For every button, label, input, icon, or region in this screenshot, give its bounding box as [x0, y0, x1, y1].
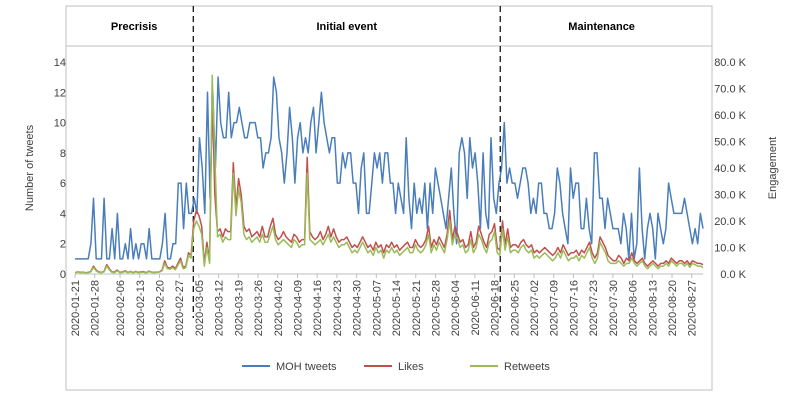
- y-right-tick-label: 50.0 K: [714, 137, 746, 149]
- x-tick-label-2020-01-28: 2020-01-28: [90, 280, 102, 336]
- x-tick-label-2020-04-09: 2020-04-09: [292, 280, 304, 336]
- x-tick-label-2020-07-02: 2020-07-02: [529, 280, 541, 336]
- series-line-retweets: [74, 74, 704, 274]
- x-tick-label-2020-02-06: 2020-02-06: [115, 280, 127, 336]
- x-tick-label-2020-05-14: 2020-05-14: [391, 280, 403, 336]
- y-left-axis-title: Number of tweets: [24, 124, 36, 211]
- legend-label-moh-tweets: MOH tweets: [276, 361, 337, 373]
- x-tick-label-2020-05-28: 2020-05-28: [430, 280, 442, 336]
- x-tick-label-2020-07-30: 2020-07-30: [608, 280, 620, 336]
- y-right-axis-title: Engagement: [767, 137, 779, 199]
- x-tick-label-2020-08-06: 2020-08-06: [628, 280, 640, 336]
- x-tick-label-2020-07-16: 2020-07-16: [568, 280, 580, 336]
- x-tick-label-2020-08-27: 2020-08-27: [687, 280, 699, 336]
- x-tick-label-2020-06-18: 2020-06-18: [490, 280, 502, 336]
- x-tick-label-2020-06-11: 2020-06-11: [470, 280, 482, 335]
- y-right-tick-label: 70.0 K: [714, 84, 746, 96]
- y-right-tick-label: 10.0 K: [714, 243, 746, 255]
- y-left-tick-label: 8: [60, 148, 66, 160]
- y-right-tick-label: 40.0 K: [714, 163, 746, 175]
- x-tick-label-2020-03-05: 2020-03-05: [194, 280, 206, 336]
- x-tick-label-2020-04-16: 2020-04-16: [312, 280, 324, 336]
- y-right-tick-label: 0.0 K: [720, 269, 746, 281]
- phase-label-2: Initial event: [316, 21, 377, 33]
- x-tick-label-2020-03-26: 2020-03-26: [253, 280, 265, 336]
- x-tick-label-2020-03-12: 2020-03-12: [214, 280, 226, 336]
- y-right-tick-label: 80.0 K: [714, 57, 746, 69]
- x-tick-label-2020-02-13: 2020-02-13: [135, 280, 147, 336]
- y-left-tick-label: 12: [54, 87, 66, 99]
- y-left-tick-label: 10: [54, 118, 66, 130]
- x-tick-label-2020-05-21: 2020-05-21: [411, 280, 423, 336]
- x-tick-label-2020-06-25: 2020-06-25: [509, 280, 521, 336]
- x-tick-label-2020-02-27: 2020-02-27: [174, 280, 186, 336]
- x-tick-label-2020-03-19: 2020-03-19: [233, 280, 245, 336]
- x-tick-label-2020-08-20: 2020-08-20: [667, 280, 679, 336]
- x-tick-label-2020-04-02: 2020-04-02: [273, 280, 285, 336]
- y-left-tick-label: 0: [60, 269, 66, 281]
- y-right-tick-label: 30.0 K: [714, 190, 746, 202]
- x-tick-label-2020-01-21: 2020-01-21: [70, 280, 82, 336]
- x-tick-label-2020-06-04: 2020-06-04: [450, 280, 462, 336]
- x-tick-label-2020-02-20: 2020-02-20: [154, 280, 166, 336]
- phase-label-3: Maintenance: [568, 21, 635, 33]
- chart-frame: [65, 5, 713, 391]
- legend-label-likes: Likes: [398, 361, 424, 373]
- x-tick-label-2020-08-13: 2020-08-13: [647, 280, 659, 336]
- y-left-tick-label: 4: [60, 208, 66, 220]
- y-left-tick-label: 2: [60, 239, 66, 251]
- y-right-tick-label: 60.0 K: [714, 110, 746, 122]
- y-left-tick-label: 14: [54, 57, 66, 69]
- x-tick-label-2020-07-09: 2020-07-09: [549, 280, 561, 336]
- legend-label-retweets: Retweets: [504, 361, 550, 373]
- x-tick-label-2020-04-23: 2020-04-23: [332, 280, 344, 336]
- series-line-likes: [74, 87, 704, 274]
- y-right-tick-label: 20.0 K: [714, 216, 746, 228]
- x-tick-label-2020-05-07: 2020-05-07: [371, 280, 383, 336]
- phase-label-1: Precrisis: [111, 21, 157, 33]
- x-tick-label-2020-07-23: 2020-07-23: [588, 280, 600, 336]
- y-left-tick-label: 6: [60, 178, 66, 190]
- x-tick-label-2020-04-30: 2020-04-30: [352, 280, 364, 336]
- series-line-moh-tweets: [75, 76, 704, 260]
